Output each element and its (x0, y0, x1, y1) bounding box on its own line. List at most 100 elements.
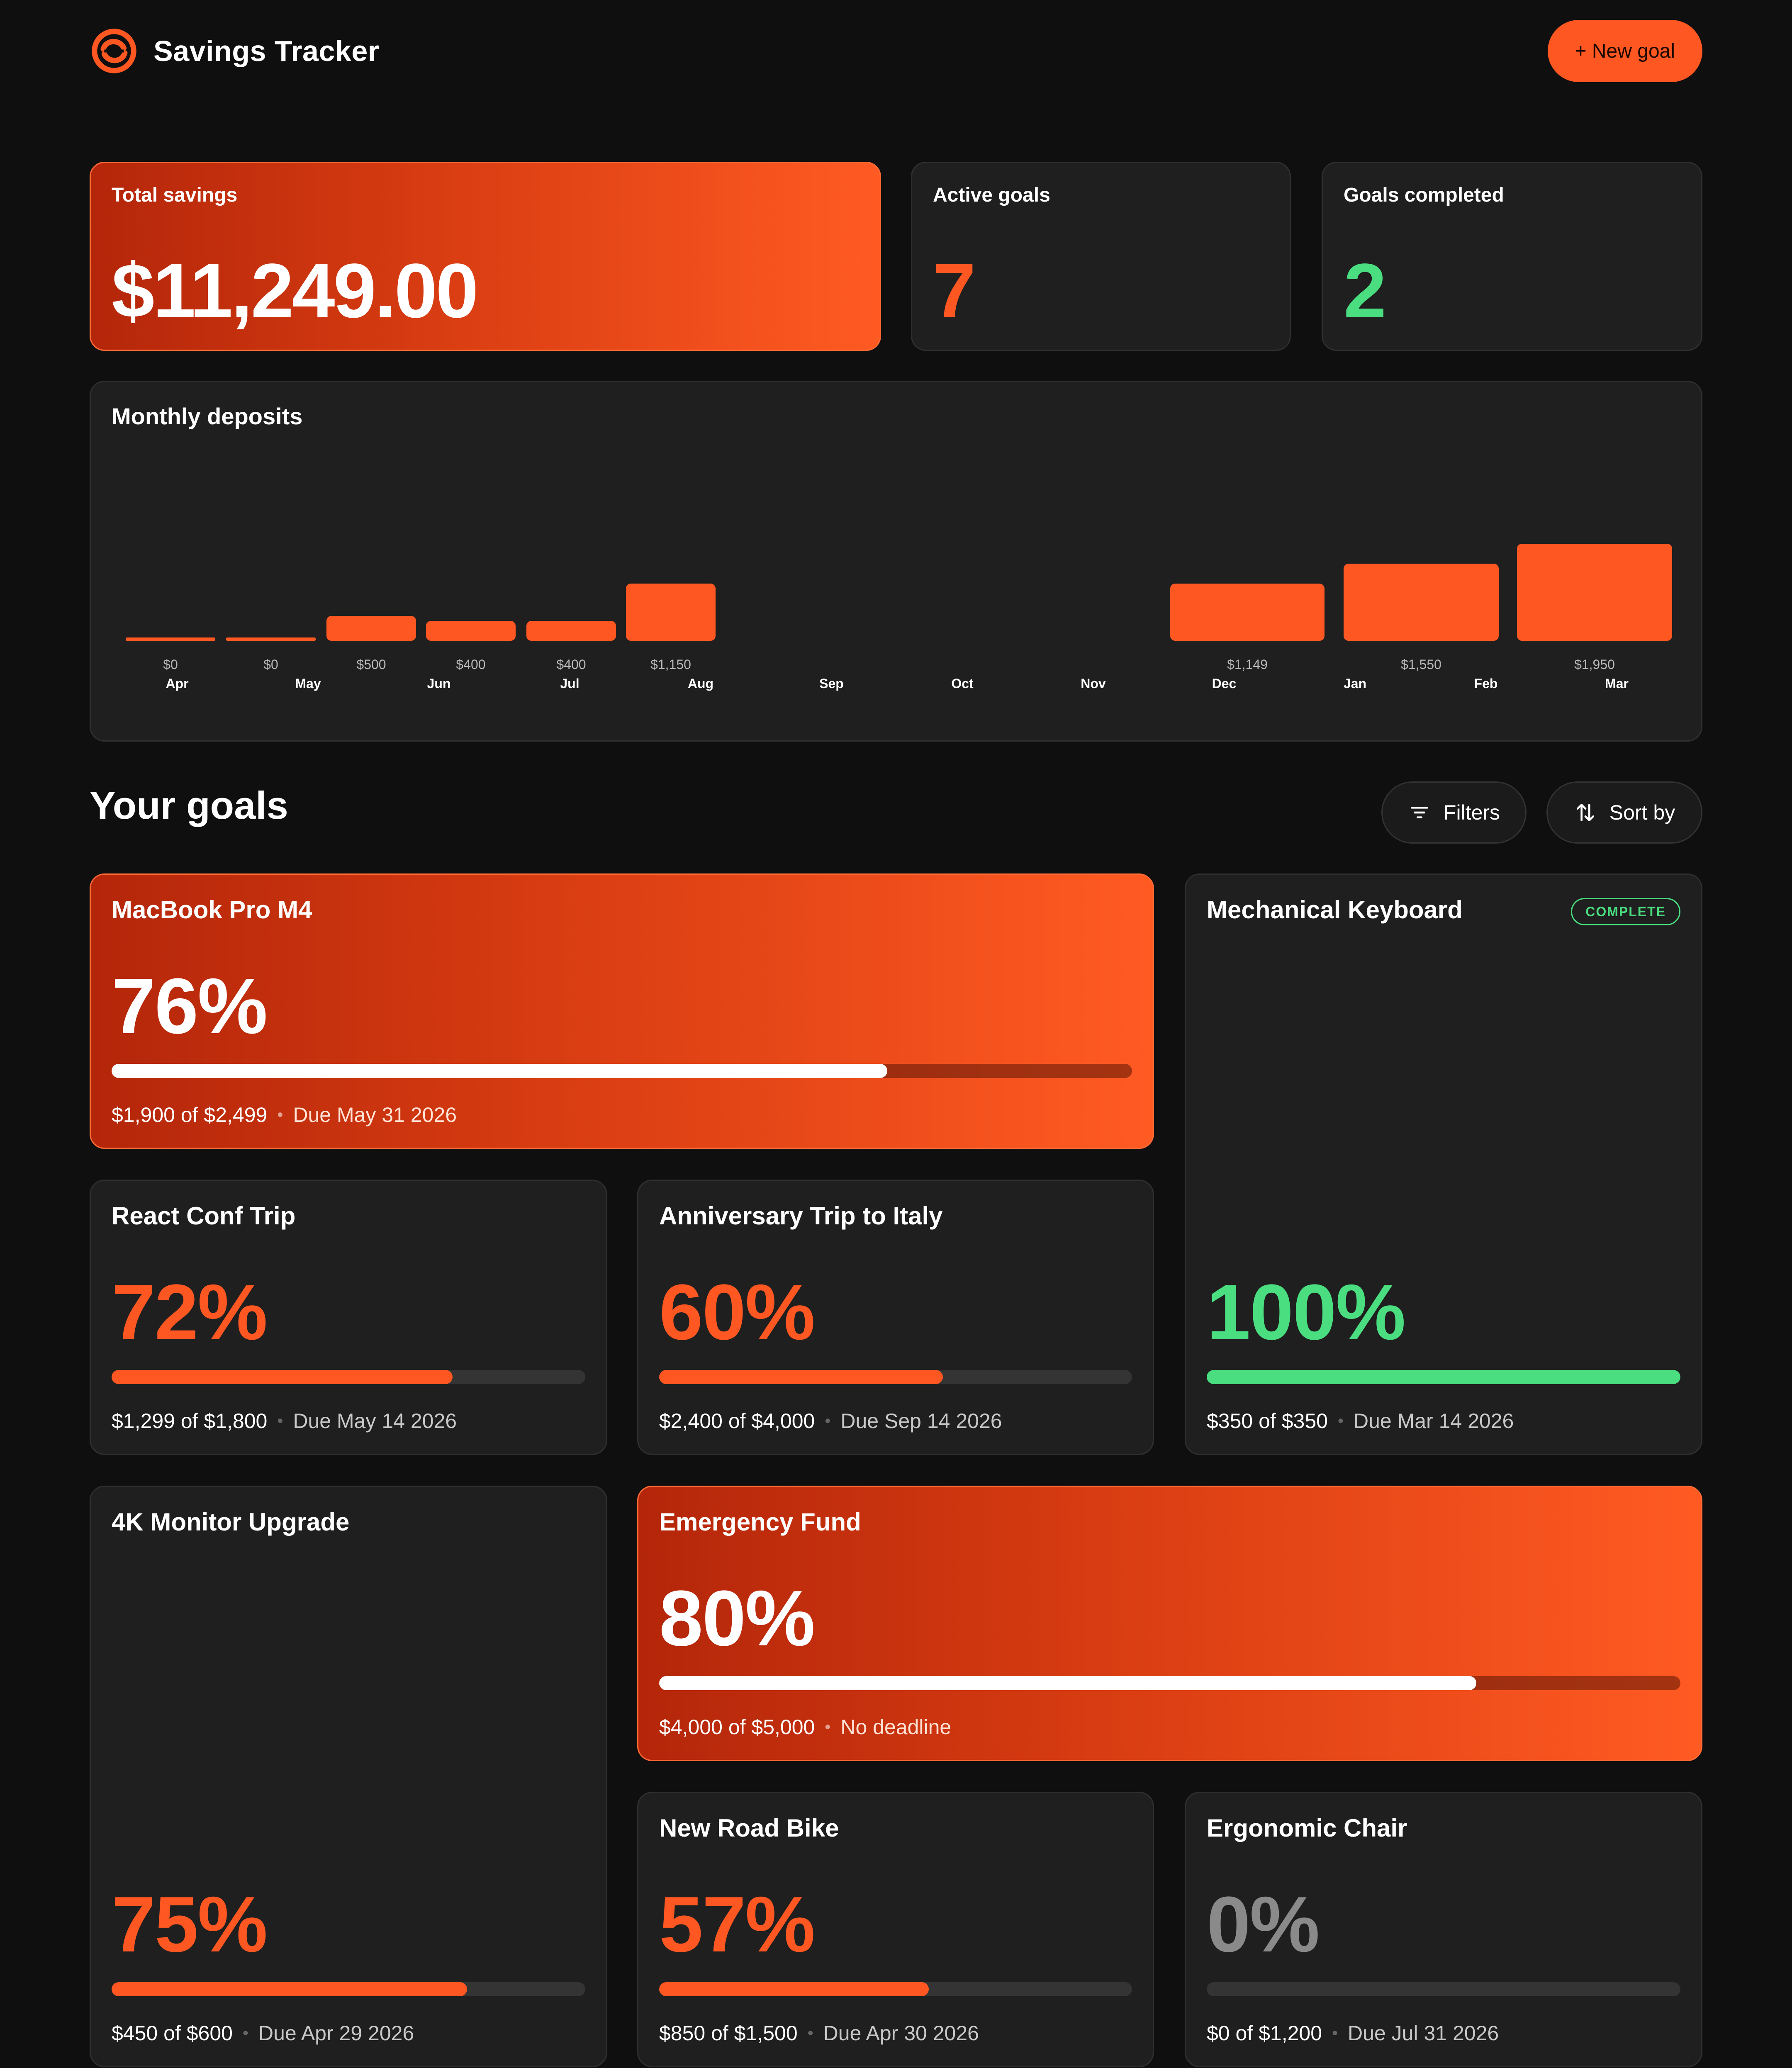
app-header: Savings Tracker + New goal (90, 20, 1702, 82)
goal-percent: 100% (1207, 1268, 1406, 1356)
goals-completed-value: 2 (1344, 248, 1386, 334)
month-tick-label: Apr (166, 676, 188, 691)
goal-percent: 72% (112, 1268, 268, 1356)
savings-swirl-logo-icon (92, 29, 136, 73)
active-goals-card: Active goals 7 (911, 162, 1291, 351)
goal-amount: $1,299 of $1,800 (112, 1409, 268, 1433)
separator-dot: • (1332, 2024, 1338, 2042)
progress-track (1207, 1370, 1680, 1384)
month-tick-label: Dec (1212, 676, 1237, 691)
brand: Savings Tracker (90, 27, 380, 75)
goal-due: Due May 31 2026 (293, 1103, 457, 1126)
goal-name: MacBook Pro M4 (112, 896, 312, 924)
total-savings-label: Total savings (112, 184, 238, 206)
goal-percent: 57% (659, 1881, 815, 1968)
total-savings-value: $11,249.00 (112, 248, 479, 334)
separator-dot: • (242, 2024, 248, 2042)
goal-percent: 76% (112, 962, 268, 1050)
goal-meta: $1,299 of $1,800 • Due May 14 2026 (112, 1409, 457, 1433)
goal-meta: $1,900 of $2,499 • Due May 31 2026 (112, 1103, 457, 1127)
month-tick-label: Mar (1605, 676, 1629, 691)
goal-meta: $450 of $600 • Due Apr 29 2026 (112, 2021, 414, 2045)
month-tick-label: Aug (688, 676, 713, 691)
progress-fill (112, 1982, 467, 1996)
month-tick-label: Jul (560, 676, 579, 691)
goal-card-new-road-bike[interactable]: New Road Bike 57% $850 of $1,500 • Due A… (637, 1792, 1154, 2067)
goal-card-ergonomic-chair[interactable]: Ergonomic Chair 0% $0 of $1,200 • Due Ju… (1185, 1792, 1702, 2067)
progress-fill (659, 1370, 943, 1384)
chart-title: Monthly deposits (112, 403, 303, 429)
bar-value-label: $1,150 (650, 657, 691, 672)
deposit-bar (526, 621, 616, 641)
goal-card-anniversary-trip-to-italy[interactable]: Anniversary Trip to Italy 60% $2,400 of … (637, 1180, 1154, 1455)
monthly-deposits-card: $0 $0 $500 $400 $400 $1,150 $1,149 $1,550 $1,950… (90, 381, 1702, 742)
progress-track (112, 1370, 585, 1384)
sort-by-button[interactable]: Sort by (1546, 781, 1702, 844)
deposit-bar (426, 621, 516, 641)
your-goals-title: Your goals (90, 783, 288, 827)
goal-name: Emergency Fund (659, 1508, 861, 1536)
month-tick-label: Feb (1474, 676, 1498, 691)
goal-percent: 0% (1207, 1881, 1320, 1968)
goal-card-macbook-pro-m4[interactable]: MacBook Pro M4 76% $1,900 of $2,499 • Du… (90, 873, 1154, 1149)
goal-amount: $2,400 of $4,000 (659, 1409, 815, 1433)
goal-name: React Conf Trip (112, 1202, 296, 1230)
goal-percent: 60% (659, 1268, 815, 1356)
goal-due: No deadline (840, 1715, 952, 1739)
goal-meta: $850 of $1,500 • Due Apr 30 2026 (659, 2021, 979, 2045)
goal-due: Due Apr 30 2026 (823, 2022, 979, 2045)
active-goals-label: Active goals (933, 184, 1050, 206)
deposit-bar (226, 637, 316, 641)
goal-meta: $4,000 of $5,000 • No deadline (659, 1715, 951, 1739)
new-goal-button[interactable]: + New goal (1547, 20, 1702, 82)
month-tick-label: Jun (427, 676, 451, 691)
goal-amount: $4,000 of $5,000 (659, 1715, 815, 1739)
goal-card-react-conf-trip[interactable]: React Conf Trip 72% $1,299 of $1,800 • D… (90, 1180, 607, 1455)
bar-value-label: $1,550 (1401, 657, 1441, 672)
goal-due: Due May 14 2026 (293, 1409, 457, 1433)
bar-value-label: $0 (163, 657, 178, 672)
goal-amount: $1,900 of $2,499 (112, 1103, 268, 1126)
progress-track (659, 1982, 1132, 1996)
goal-due: Due Apr 29 2026 (258, 2022, 414, 2045)
progress-fill (659, 1982, 929, 1996)
goal-name: Ergonomic Chair (1207, 1814, 1407, 1842)
deposit-bar (1344, 564, 1499, 641)
goal-percent: 75% (112, 1881, 268, 1968)
month-tick-label: Sep (819, 676, 844, 691)
goal-percent: 80% (659, 1574, 815, 1662)
goal-card-4k-monitor-upgrade[interactable]: 4K Monitor Upgrade 75% $450 of $600 • Du… (90, 1486, 607, 2067)
progress-track (1207, 1982, 1680, 1996)
filters-button[interactable]: Filters (1381, 781, 1527, 844)
bar-value-label: $400 (456, 657, 485, 672)
separator-dot: • (825, 1718, 831, 1736)
monthly-deposits-chart: $0 $0 $500 $400 $400 $1,150 $1,149 $1,550 $1,950… (126, 544, 1672, 691)
goal-meta: $0 of $1,200 • Due Jul 31 2026 (1207, 2021, 1499, 2045)
deposit-bar (126, 637, 215, 641)
goal-name: 4K Monitor Upgrade (112, 1508, 350, 1536)
sort-by-label: Sort by (1609, 801, 1675, 824)
bar-value-label: $1,950 (1574, 657, 1615, 672)
goal-name: New Road Bike (659, 1814, 839, 1842)
sort-arrows-icon (1576, 804, 1594, 821)
separator-dot: • (1337, 1411, 1344, 1430)
deposit-bar (626, 584, 716, 641)
filters-label: Filters (1443, 801, 1500, 824)
bar-value-label: $0 (263, 657, 278, 672)
deposit-bar (326, 616, 416, 641)
progress-fill (112, 1370, 453, 1384)
separator-dot: • (825, 1411, 831, 1430)
separator-dot: • (277, 1411, 283, 1430)
progress-track (659, 1676, 1680, 1690)
goal-amount: $850 of $1,500 (659, 2022, 798, 2045)
goal-card-emergency-fund[interactable]: Emergency Fund 80% $4,000 of $5,000 • No… (637, 1486, 1702, 1761)
goal-meta: $350 of $350 • Due Mar 14 2026 (1207, 1409, 1514, 1433)
progress-track (112, 1982, 585, 1996)
progress-fill (659, 1676, 1476, 1690)
filter-lines-icon (1410, 807, 1428, 818)
goal-due: Due Sep 14 2026 (840, 1409, 1002, 1433)
complete-badge: COMPLETE (1571, 898, 1680, 925)
goal-card-mechanical-keyboard[interactable]: Mechanical Keyboard COMPLETE 100% $350 o… (1185, 873, 1702, 1455)
goals-completed-card: Goals completed 2 (1322, 162, 1702, 351)
goal-amount: $450 of $600 (112, 2022, 233, 2045)
